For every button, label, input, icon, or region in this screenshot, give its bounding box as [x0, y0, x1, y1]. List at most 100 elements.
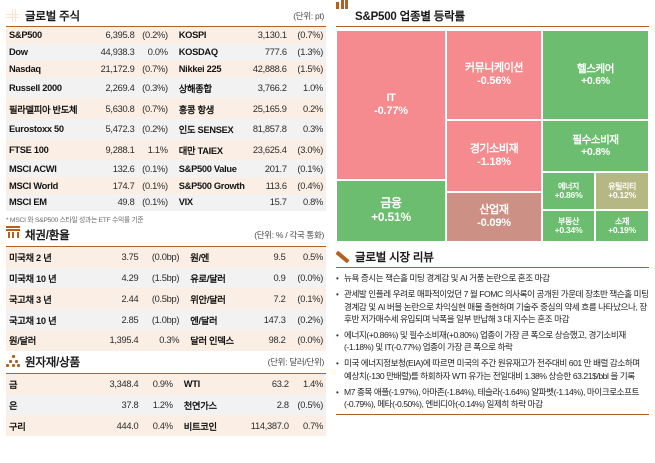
- row-change-left: 0.3%: [140, 329, 186, 351]
- table-global-equities: S&P500 6,395.8 (0.2%) KOSPI 3,130.1 (0.7%) Dow…: [6, 27, 326, 211]
- footnote-equities: * MSCI 와 S&P500 스타일 성과는 ETF 수익률 기준: [6, 216, 144, 224]
- row-value-right: 25,165.9: [245, 98, 289, 119]
- row-name-left: 금: [6, 373, 93, 395]
- row-change-right: 0.3%: [288, 118, 326, 140]
- row-value-right: 81,857.8: [245, 118, 289, 140]
- section-unit-equities: (단위: pt): [293, 10, 324, 21]
- row-name-left: Dow: [6, 43, 90, 61]
- row-value-left: 2.44: [92, 288, 141, 310]
- row-change-left: (0.1%): [136, 177, 174, 195]
- table-bonds-fx: 미국채 2 년 3.75 (0.0bp) 원/엔 9.5 0.5% 미국채 10 년 4.29…: [6, 246, 326, 351]
- row-change-right: (0.2%): [287, 309, 326, 330]
- section-bonds-fx: 채권/환율 (단위: % / 각국 통화) 미국채 2 년 3.75 (0.0bp)…: [6, 226, 326, 351]
- section-sector-treemap: S&P500 업종별 등락률 IT -0.77% 금융 +0.51% 커뮤니케이션 -0.…: [336, 0, 649, 242]
- review-item: • M7 종목 애플(-1.97%), 아마존(-1.84%), 테슬라(-1.6…: [336, 386, 649, 410]
- row-name-right: S&P500 Value: [173, 160, 246, 178]
- bullet-icon: •: [336, 290, 339, 300]
- row-change-left: (1.0bp): [140, 309, 186, 330]
- section-unit-bonds: (단위: % / 각국 통화): [254, 230, 324, 241]
- table-row: 미국채 2 년 3.75 (0.0bp) 원/엔 9.5 0.5%: [6, 246, 326, 268]
- table-row: FTSE 100 9,288.1 1.1% 대만 TAIEX 23,625.4 (3.0%…: [6, 139, 326, 161]
- row-name-right: 위안/달러: [185, 288, 253, 310]
- row-value-right: 777.6: [245, 43, 289, 61]
- row-name-right: S&P500 Growth: [173, 177, 246, 195]
- table-row: 금 3,348.4 0.9% WTI 63.2 1.4%: [6, 373, 326, 395]
- section-header-review: 글로벌 시장 리뷰: [335, 247, 649, 266]
- row-change-right: (0.1%): [287, 288, 326, 310]
- row-change-left: (0.7%): [136, 60, 174, 78]
- row-change-right: (1.5%): [288, 60, 326, 78]
- row-change-left: (0.2%): [136, 27, 174, 44]
- row-change-right: (0.5%): [290, 394, 326, 416]
- treemap-cell-label: 커뮤니케이션: [464, 62, 524, 75]
- treemap-cell: 헬스케어 +0.6%: [542, 30, 649, 120]
- bank-icon: [6, 226, 20, 242]
- review-item-text: 에너지(+0.86%) 및 필수소비재(+0.80%) 업종이 가장 큰 폭으로…: [344, 329, 626, 353]
- section-unit-commodities: (단위: 달러/단위): [267, 357, 325, 368]
- section-commodities: 원자재/상품 (단위: 달러/단위) 금 3,348.4 0.9% WTI 63.2 1.…: [6, 353, 326, 437]
- left-column: 글로벌 주식 (단위: pt) S&P500 6,395.8 (0.2%) KOSPI…: [0, 0, 332, 463]
- row-change-left: (0.7%): [136, 98, 174, 119]
- row-change-left: (0.0bp): [140, 246, 186, 268]
- section-title-commodities: 원자재/상품: [25, 357, 80, 370]
- row-name-left: S&P500: [6, 27, 90, 44]
- row-value-right: 114,387.0: [242, 415, 291, 437]
- row-name-right: WTI: [178, 373, 243, 395]
- table-row: 국고채 10 년 2.85 (1.0bp) 엔/달러 147.3 (0.2%): [6, 309, 326, 330]
- review-list: • 뉴욕 증시는 잭슨홀 미팅 경계감 및 AI 거품 논란으로 혼조 마감 • 관세…: [336, 272, 649, 410]
- treemap-cell-label: 부동산: [558, 216, 579, 226]
- treemap-cell-value: +0.19%: [608, 224, 636, 235]
- row-value-left: 3.75: [92, 246, 141, 268]
- treemap-cell: 산업재 -0.09%: [446, 192, 542, 242]
- row-name-left: 구리: [6, 415, 93, 437]
- row-name-right: 원/엔: [185, 246, 253, 268]
- row-change-left: 1.1%: [136, 139, 174, 161]
- row-name-right: 대만 TAIEX: [173, 139, 246, 161]
- row-change-left: (0.2%): [136, 118, 174, 140]
- sector-treemap: IT -0.77% 금융 +0.51% 커뮤니케이션 -0.56% 경기소비재 -1.18% 산…: [336, 30, 649, 242]
- row-change-right: (0.7%): [288, 27, 326, 44]
- right-column: S&P500 업종별 등락률 IT -0.77% 금융 +0.51% 커뮤니케이션 -0.…: [332, 0, 655, 463]
- section-header-commodities: 원자재/상품 (단위: 달러/단위): [6, 353, 326, 372]
- treemap-cell-value: +0.51%: [371, 210, 411, 224]
- divider-review: [336, 267, 649, 268]
- row-name-right: 비트코인: [178, 415, 243, 437]
- section-title-review: 글로벌 시장 리뷰: [355, 251, 434, 264]
- bar-chart-icon: [336, 0, 350, 23]
- section-title-equities: 글로벌 주식: [25, 10, 80, 23]
- section-header-equities: 글로벌 주식 (단위: pt): [6, 6, 326, 25]
- row-name-right: KOSPI: [173, 27, 246, 44]
- row-value-right: 201.7: [245, 160, 289, 178]
- row-name-right: 엔/달러: [185, 309, 253, 330]
- row-change-right: (0.4%): [288, 177, 326, 195]
- row-name-left: Eurostoxx 50: [6, 118, 90, 140]
- treemap-cell-value: +0.34%: [554, 224, 583, 235]
- treemap-cell-value: -0.77%: [374, 105, 408, 117]
- row-value-right: 9.5: [252, 246, 288, 268]
- row-change-left: 0.9%: [140, 373, 179, 395]
- pencil-icon: [335, 250, 350, 264]
- treemap-cell: 필수소비재 +0.8%: [542, 120, 649, 172]
- row-name-left: MSCI ACWI: [6, 160, 90, 178]
- row-name-right: VIX: [173, 194, 246, 211]
- table-row: 은 37.8 1.2% 천연가스 2.8 (0.5%): [6, 394, 326, 416]
- treemap-cell: 경기소비재 -1.18%: [446, 120, 542, 192]
- review-item-text: 뉴욕 증시는 잭슨홀 미팅 경계감 및 AI 거품 논란으로 혼조 마감: [344, 273, 550, 283]
- row-value-left: 2.85: [92, 309, 141, 330]
- treemap-cell: 소재 +0.19%: [595, 210, 649, 242]
- row-value-right: 147.3: [252, 309, 288, 330]
- section-market-review: 글로벌 시장 리뷰 • 뉴욕 증시는 잭슨홀 미팅 경계감 및 AI 거품 논란으…: [335, 247, 649, 416]
- row-value-left: 174.7: [89, 177, 137, 195]
- row-name-left: 필라델피아 반도체: [6, 98, 90, 119]
- review-item-text: 미국 에너지정보청(EIA)에 따르면 미국의 주간 원유재고가 전주대비 60…: [344, 358, 640, 381]
- divider-review-bottom: [336, 414, 649, 416]
- treemap-cell-value: -0.09%: [477, 217, 511, 229]
- divider-bonds: [6, 245, 326, 247]
- row-change-right: 0.8%: [288, 194, 326, 211]
- treemap-cell-label: IT: [386, 92, 396, 105]
- stack-icon: [6, 355, 20, 369]
- bullet-icon: •: [336, 359, 339, 369]
- globe-icon: [6, 9, 20, 23]
- bullet-icon: •: [336, 330, 339, 340]
